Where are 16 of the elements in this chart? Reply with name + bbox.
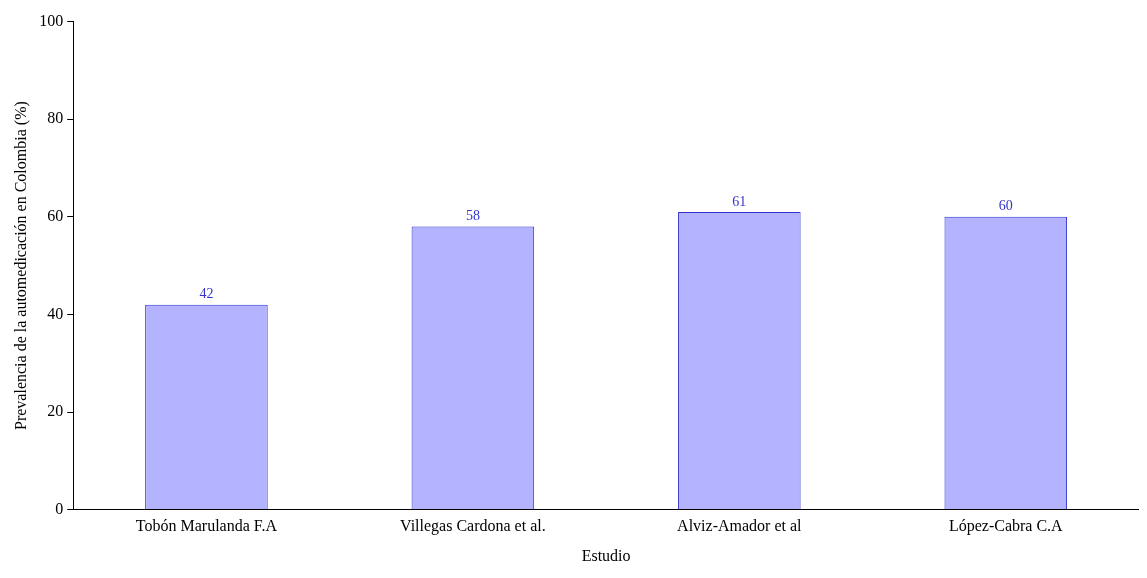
y-tick-label: 20 [47,402,64,420]
x-axis-title: Estudio [581,546,631,564]
x-tick-label: López-Cabra C.A [948,517,1064,536]
y-tick-label: 40 [47,304,64,322]
x-tick-label: Alviz-Amador et al [677,517,803,535]
y-tick-label: 0 [55,499,64,517]
y-axis-title: Prevalencia de la automedicación en Colombia (%) [11,101,30,430]
data-label: 61 [732,193,747,209]
x-tick-label: Villegas Cardona et al. [400,517,546,536]
data-label: 58 [465,208,480,224]
y-tick-label: 100 [39,11,64,29]
y-tick-label: 60 [47,207,64,224]
data-label: 42 [199,286,214,302]
data-label: 60 [998,198,1013,214]
x-tick-label: Tobón Marulanda F.A [135,517,278,535]
y-tick-label: 80 [47,109,64,127]
